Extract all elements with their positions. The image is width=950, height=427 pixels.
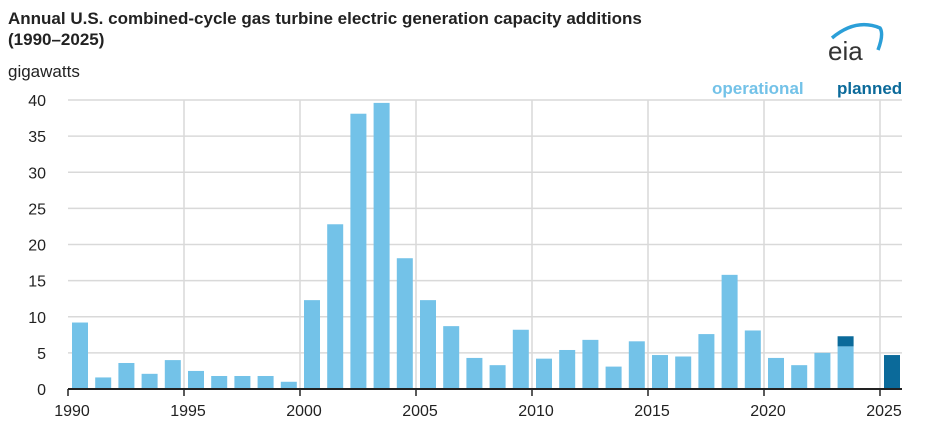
x-tick-label: 2000 xyxy=(286,403,322,420)
bar-operational-1990 xyxy=(72,322,88,389)
bar-operational-2003 xyxy=(373,102,390,389)
y-tick-label: 35 xyxy=(28,129,46,146)
bar-operational-1996 xyxy=(211,375,228,389)
bar-operational-2006 xyxy=(443,326,460,389)
bar-operational-1999 xyxy=(280,381,297,389)
bar-operational-2018 xyxy=(721,274,738,389)
bar-operational-2014 xyxy=(628,341,645,389)
y-tick-label: 20 xyxy=(28,238,46,255)
bar-operational-1993 xyxy=(141,373,158,389)
bar-operational-2005 xyxy=(420,300,436,389)
x-tick-label: 2010 xyxy=(518,403,554,420)
y-tick-label: 30 xyxy=(28,165,46,182)
x-tick-label: 1995 xyxy=(170,403,206,420)
y-tick-label: 5 xyxy=(37,346,46,363)
bar-operational-2000 xyxy=(304,300,320,389)
chart-title: Annual U.S. combined-cycle gas turbine e… xyxy=(8,8,808,50)
bar-operational-1998 xyxy=(257,375,274,389)
y-axis-label: gigawatts xyxy=(8,62,80,81)
bar-operational-2001 xyxy=(327,224,344,389)
legend-operational: operational xyxy=(712,79,804,98)
bar-operational-2007 xyxy=(466,357,483,389)
bar-planned-2025 xyxy=(884,355,900,389)
bar-operational-2010 xyxy=(536,358,552,389)
y-tick-label: 40 xyxy=(28,93,46,110)
bar-operational-2019 xyxy=(744,330,761,389)
bar-operational-2021 xyxy=(791,365,808,389)
bar-operational-2016 xyxy=(675,356,692,389)
bar-operational-2017 xyxy=(698,334,715,389)
bar-operational-1992 xyxy=(118,362,135,389)
title-text: Annual U.S. combined-cycle gas turbine e… xyxy=(8,9,642,28)
x-tick-label: 2005 xyxy=(402,403,438,420)
bar-operational-2013 xyxy=(605,366,622,389)
bar-operational-1991 xyxy=(95,377,112,389)
bar-operational-1994 xyxy=(164,360,181,389)
x-tick-label: 1990 xyxy=(54,403,90,420)
svg-text:eia: eia xyxy=(828,36,863,64)
x-tick-label: 2015 xyxy=(634,403,670,420)
bar-operational-2020 xyxy=(768,357,784,389)
bar-operational-2002 xyxy=(350,113,367,389)
y-tick-label: 0 xyxy=(37,382,46,399)
eia-logo: eia xyxy=(828,22,884,64)
y-tick-label: 10 xyxy=(28,310,46,327)
bar-operational-1995 xyxy=(188,370,204,389)
bar-operational-2015 xyxy=(652,355,668,389)
y-tick-label: 15 xyxy=(28,274,46,291)
y-tick-label: 25 xyxy=(28,201,46,218)
bar-operational-2004 xyxy=(396,258,413,389)
legend-planned: planned xyxy=(837,79,903,98)
bar-operational-2009 xyxy=(512,329,529,389)
bar-operational-2008 xyxy=(489,365,506,389)
x-tick-label: 2020 xyxy=(750,403,786,420)
bar-operational-1997 xyxy=(234,375,251,389)
bar-planned-2023 xyxy=(837,336,854,347)
bar-operational-2011 xyxy=(559,349,576,389)
bar-operational-2012 xyxy=(582,339,599,389)
x-tick-label: 2025 xyxy=(866,403,902,420)
bar-operational-2023 xyxy=(837,346,854,389)
subtitle-text: (1990–2025) xyxy=(8,30,105,49)
bar-operational-2022 xyxy=(814,352,831,389)
